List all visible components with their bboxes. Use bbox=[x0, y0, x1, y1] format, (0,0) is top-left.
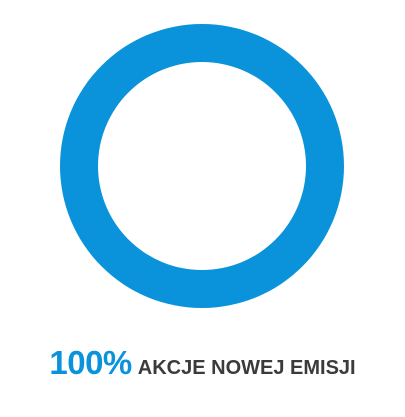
slice-percent-label: 100% bbox=[49, 344, 132, 381]
slice-name-label: AKCJE NOWEJ EMISJI bbox=[137, 357, 356, 379]
donut-slice-0 bbox=[60, 24, 344, 308]
chart-caption: 100% AKCJE NOWEJ EMISJI bbox=[0, 346, 405, 379]
